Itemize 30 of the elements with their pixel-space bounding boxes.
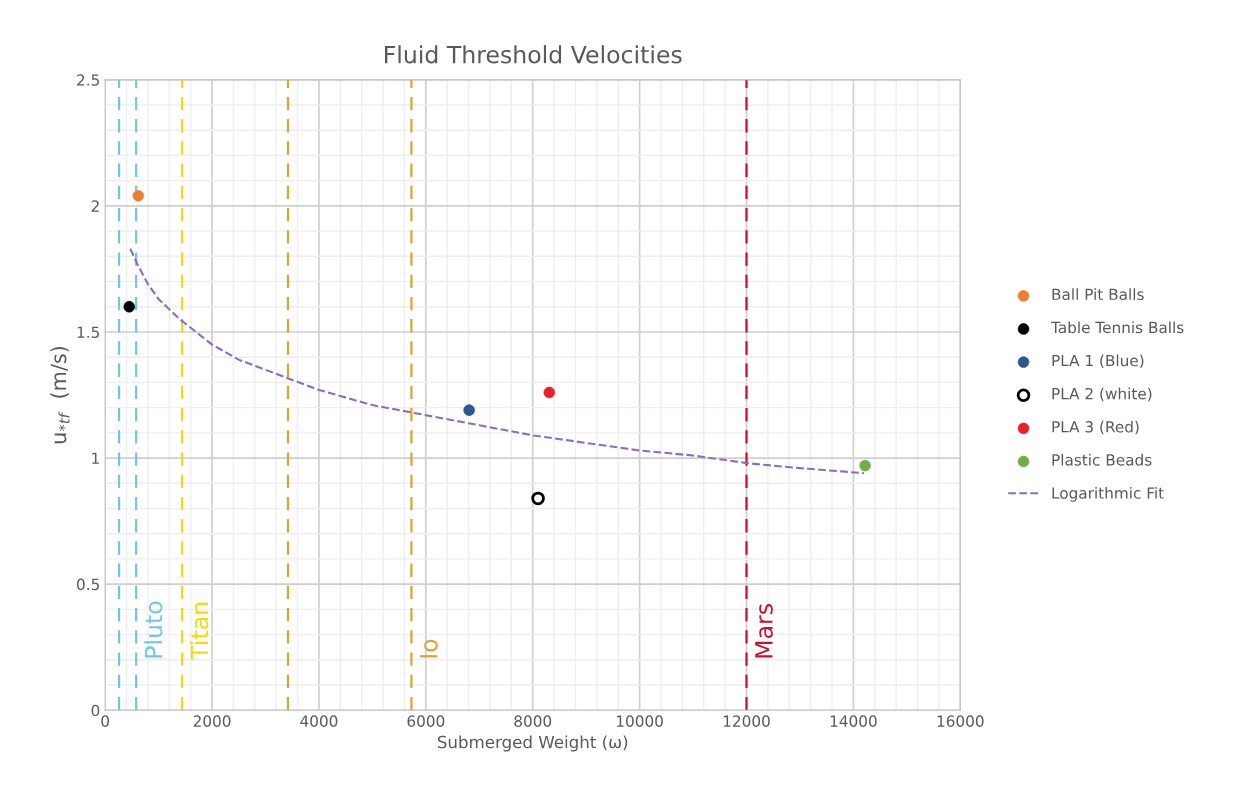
- y-tick-label: 1.5: [77, 326, 99, 338]
- ref-line-label: Pluto: [144, 601, 163, 658]
- legend-label: PLA 1 (Blue): [1052, 354, 1144, 369]
- x-tick-label: 10000: [616, 715, 663, 727]
- y-tick-label: 0: [91, 704, 100, 717]
- legend-label: Table Tennis Balls: [1050, 321, 1184, 334]
- ref-line-label: Mars: [755, 604, 773, 658]
- y-tick-label: 1: [92, 452, 99, 464]
- legend-label: Plastic Beads: [1052, 453, 1152, 466]
- legend-label: PLA 3 (Red): [1052, 420, 1139, 435]
- y-tick-label: 2: [91, 200, 99, 212]
- legend-label: Ball Pit Balls: [1052, 288, 1144, 301]
- x-tick-label: 16000: [937, 715, 984, 727]
- ref-line-label: Io: [420, 639, 438, 658]
- ref-line-label: Titan: [190, 602, 209, 660]
- y-tick-label: 2.5: [77, 74, 99, 86]
- y-axis-title: u$_{*tf}$ (m/s): [50, 346, 70, 444]
- y-tick-label: 0.5: [77, 578, 99, 591]
- chart-title: Fluid Threshold Velocities: [385, 45, 682, 64]
- x-tick-label: 4000: [300, 715, 338, 727]
- x-tick-label: 6000: [407, 715, 445, 727]
- x-tick-label: 8000: [514, 715, 552, 727]
- x-tick-label: 14000: [830, 715, 877, 727]
- x-tick-label: 2000: [193, 715, 231, 727]
- x-axis-title: Submerged Weight (ω): [437, 735, 628, 752]
- point: [531, 491, 545, 506]
- legend-label: Logarithmic Fit: [1052, 486, 1164, 502]
- x-tick-label: 0: [101, 715, 110, 727]
- legend-label: PLA 2 (white): [1052, 387, 1152, 402]
- x-tick-label: 12000: [723, 715, 770, 727]
